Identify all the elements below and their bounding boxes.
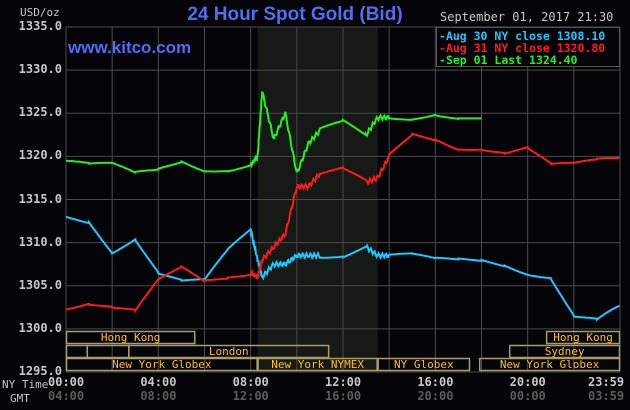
x-caption-gmt: GMT xyxy=(10,392,30,405)
legend-item-sep01: -Sep 01 Last 1324.40 xyxy=(439,53,578,67)
session-label: Hong Kong xyxy=(553,331,613,344)
x-tick-label-gmt: 00:00 xyxy=(509,389,546,403)
x-tick-label-ny: 04:00 xyxy=(140,375,177,389)
x-caption-ny: NY Time xyxy=(2,378,49,391)
x-tick-label-ny: 23:59 xyxy=(588,375,625,389)
x-tick-label-ny: 12:00 xyxy=(325,375,362,389)
x-tick-label-gmt: 04:00 xyxy=(48,389,85,403)
session-label: New York NYMEX xyxy=(271,358,364,371)
y-tick-label: 1310.0 xyxy=(18,234,62,249)
y-tick-label: 1320.0 xyxy=(18,148,62,163)
session-label: New York Globex xyxy=(112,358,212,371)
x-tick-label-gmt: 03:59 xyxy=(588,389,625,403)
y-unit-label: USD/oz xyxy=(20,6,60,19)
y-tick-label: 1305.0 xyxy=(18,277,62,292)
session-bar xyxy=(65,357,258,372)
session-label: Sydney xyxy=(545,345,585,358)
session-bar xyxy=(257,357,378,372)
session-bar xyxy=(65,344,89,359)
series-line xyxy=(65,91,482,175)
session-label: NY Globex xyxy=(394,358,454,371)
x-tick-label-ny: 20:00 xyxy=(509,375,546,389)
chart-title-text: 24 Hour Spot Gold (Bid) xyxy=(187,4,403,25)
session-label: London xyxy=(209,345,249,358)
session-label: Hong Kong xyxy=(101,331,161,344)
session-label: New York Globex xyxy=(500,358,600,371)
chart-title: 24 Hour Spot Gold (Bid) xyxy=(0,4,630,26)
series-line xyxy=(65,215,620,322)
x-tick-label-gmt: 12:00 xyxy=(232,389,269,403)
session-bar xyxy=(86,344,130,359)
x-tick-label-ny: 16:00 xyxy=(417,375,454,389)
legend-item-aug30: -Aug 30 NY close 1308.10 xyxy=(439,29,606,43)
y-tick-label: 1325.0 xyxy=(18,105,62,120)
session-bar xyxy=(377,357,471,372)
timestamp: September 01, 2017 21:30 xyxy=(440,10,614,24)
x-tick-label-ny: 00:00 xyxy=(48,375,85,389)
x-tick-label-gmt: 20:00 xyxy=(417,389,454,403)
y-tick-label: 1335.0 xyxy=(18,19,62,33)
y-tick-label: 1300.0 xyxy=(18,320,62,335)
x-tick-label-gmt: 08:00 xyxy=(140,389,177,403)
session-bar xyxy=(65,330,196,345)
legend-item-aug31: -Aug 31 NY close 1320.80 xyxy=(439,41,606,55)
kitco-link[interactable]: www.kitco.com xyxy=(68,38,192,57)
x-tick-label-ny: 08:00 xyxy=(232,375,269,389)
legend-label: Aug 31 NY close 1320.80 xyxy=(445,41,606,55)
session-bar xyxy=(478,357,621,372)
session-bar xyxy=(508,344,621,359)
legend: -Aug 30 NY close 1308.10 -Aug 31 NY clos… xyxy=(436,27,620,67)
y-tick-label: 1315.0 xyxy=(18,191,62,206)
y-tick-label: 1330.0 xyxy=(18,62,62,77)
x-tick-label-gmt: 16:00 xyxy=(325,389,362,403)
y-tick-label: 1295.0 xyxy=(18,364,62,378)
series-line xyxy=(65,132,620,314)
session-bar xyxy=(545,330,621,345)
legend-label: Aug 30 NY close 1308.10 xyxy=(445,29,606,43)
legend-label: Sep 01 Last 1324.40 xyxy=(445,53,578,67)
